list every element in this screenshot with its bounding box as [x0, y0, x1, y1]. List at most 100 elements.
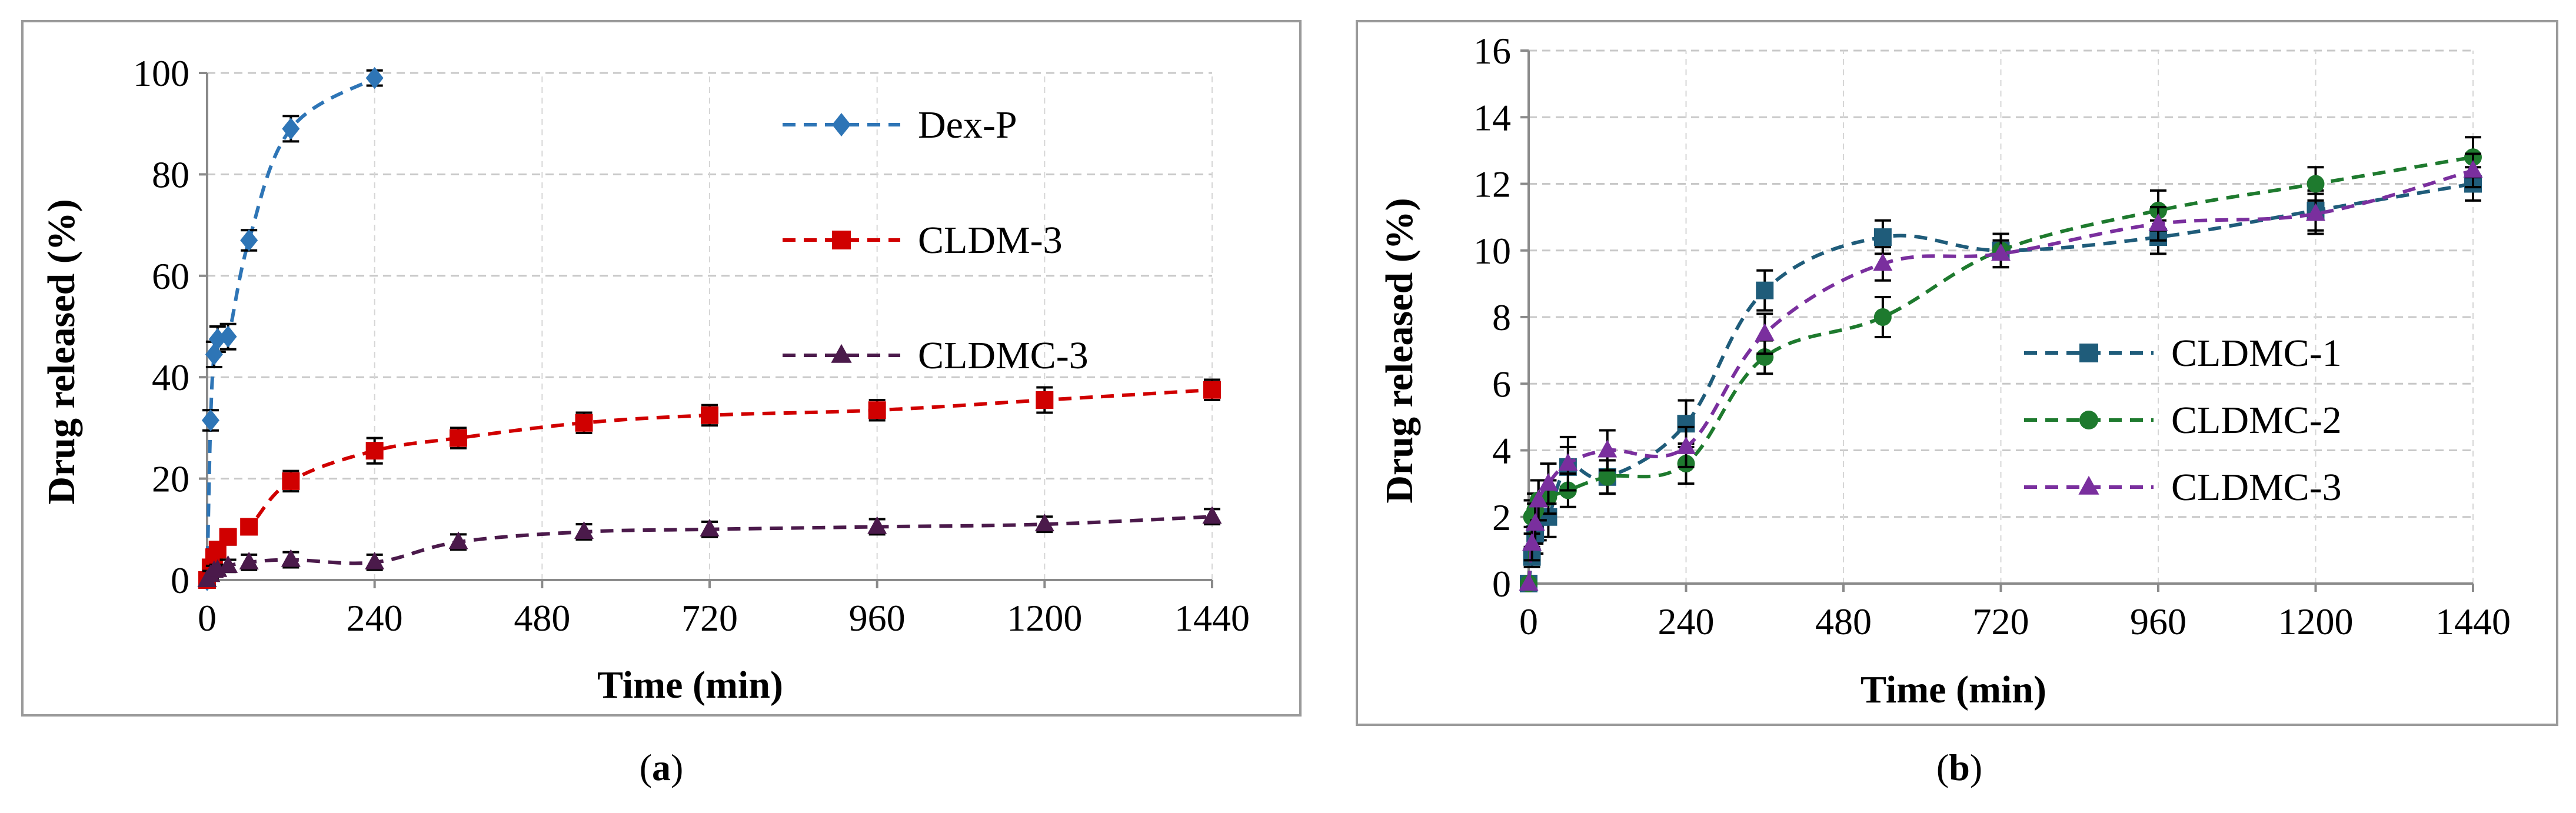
- legend-item-cldmc-1: CLDMC-1: [2024, 332, 2342, 375]
- panel-a-tick-labels: 0 20 40 60 80 100 0 240 480 720 960 1200 1440: [133, 52, 1250, 639]
- data-point-dex-p: [240, 229, 258, 252]
- panel-b-tick-labels: 0 2 4 6 8 10 12 14 16 0 240 480 720 960 1200 1440: [1473, 30, 2511, 642]
- data-point-cldmc-3: [218, 555, 238, 573]
- data-point-cldmc-3: [1522, 533, 1542, 551]
- data-point-cldmc-3: [2463, 159, 2483, 178]
- panel-b-legend: CLDMC-1 CLDMC-2 CLDMC-3: [2024, 332, 2342, 509]
- panel-a-axes: [199, 72, 1213, 588]
- y-tick-label: 14: [1473, 96, 1511, 138]
- data-point-cldmc-3: [1676, 436, 1696, 454]
- x-tick-label: 480: [1815, 601, 1872, 642]
- panel-b-y-axis-label: Drug released (%): [1378, 198, 1421, 503]
- y-tick-label: 100: [133, 52, 189, 94]
- data-point-cldmc-3: [574, 521, 594, 539]
- data-point-cldmc-3: [1873, 253, 1893, 271]
- data-point-cldm-3: [1203, 381, 1221, 399]
- legend-marker: [832, 113, 851, 136]
- data-point-cldmc-3: [448, 531, 468, 549]
- panel-b-series: [1519, 136, 2483, 592]
- x-tick-label: 720: [681, 597, 738, 639]
- panel-b: 0 2 4 6 8 10 12 14 16 0 240 480 720 960 1200 1440 Time …: [1356, 20, 2558, 726]
- panel-a-caption-letter: a: [652, 747, 671, 788]
- panel-b-caption: (b): [1936, 747, 1982, 788]
- panel-a-y-axis-label: Drug released (%): [40, 199, 83, 504]
- data-point-cldmc-3: [365, 551, 385, 569]
- data-point-cldmc-3: [1538, 473, 1558, 491]
- data-point-cldmc-3: [1202, 506, 1222, 524]
- series-cldmc-3: [1519, 152, 2483, 591]
- data-point-cldmc-2: [1873, 308, 1892, 326]
- legend-label: CLDMC-3: [2171, 466, 2342, 509]
- data-point-cldmc-3: [1991, 243, 2011, 261]
- data-point-cldm-3: [219, 528, 237, 546]
- x-tick-label: 480: [514, 597, 570, 639]
- x-tick-label: 240: [1658, 601, 1715, 642]
- legend-label: Dex-P: [918, 104, 1017, 146]
- data-point-cldm-3: [575, 414, 593, 432]
- legend-marker: [832, 231, 851, 249]
- x-tick-label: 0: [198, 597, 217, 639]
- x-tick-label: 0: [1519, 601, 1538, 642]
- x-tick-label: 240: [347, 597, 403, 639]
- data-point-cldmc-3: [867, 516, 887, 534]
- series-cldmc-3: [197, 506, 1222, 587]
- y-tick-label: 12: [1473, 164, 1511, 205]
- legend-marker: [2079, 411, 2098, 429]
- legend-item-cldmc-3: CLDMC-3: [2024, 466, 2342, 509]
- data-point-cldm-3: [701, 406, 718, 424]
- data-point-cldmc-1: [1756, 281, 1774, 299]
- data-point-cldmc-3: [700, 518, 720, 537]
- y-tick-label: 60: [152, 255, 189, 297]
- x-tick-label: 960: [849, 597, 906, 639]
- data-point-cldmc-1: [1873, 228, 1892, 246]
- data-point-dex-p: [282, 118, 300, 140]
- legend-label: CLDMC-2: [2171, 399, 2342, 442]
- y-tick-label: 4: [1492, 430, 1511, 472]
- panel-a-caption: (a): [640, 747, 684, 788]
- legend-marker: [831, 344, 852, 363]
- x-tick-label: 960: [2130, 601, 2186, 642]
- data-point-cldmc-3: [281, 549, 301, 567]
- data-point-cldmc-3: [239, 551, 259, 569]
- legend-marker: [2078, 475, 2099, 495]
- data-point-cldmc-3: [1525, 513, 1545, 531]
- data-point-cldmc-3: [1755, 323, 1775, 341]
- legend-label: CLDM-3: [918, 219, 1063, 262]
- data-point-dex-p: [201, 409, 219, 432]
- y-tick-label: 8: [1492, 296, 1511, 338]
- data-point-dex-p: [219, 325, 237, 348]
- legend-item-cldmc-2: CLDMC-2: [2024, 399, 2342, 442]
- legend-item-cldm-3: CLDM-3: [783, 219, 1063, 262]
- x-tick-label: 1200: [2278, 601, 2354, 642]
- legend-item-dex-p: Dex-P: [783, 104, 1017, 146]
- data-point-cldmc-2: [1598, 468, 1616, 486]
- panel-a-legend: Dex-P CLDM-3 CLDMC-3: [783, 104, 1089, 377]
- legend-label: CLDMC-1: [2171, 332, 2342, 375]
- data-point-cldmc-3: [1558, 453, 1578, 471]
- data-point-cldmc-3: [1529, 489, 1549, 508]
- y-tick-label: 2: [1492, 497, 1511, 538]
- data-point-cldm-3: [240, 518, 258, 536]
- data-point-cldmc-2: [2307, 175, 2325, 193]
- legend-marker: [2079, 344, 2098, 362]
- data-point-dex-p: [365, 66, 384, 89]
- data-point-cldm-3: [1036, 391, 1054, 409]
- x-tick-label: 1200: [1007, 597, 1082, 639]
- data-point-cldm-3: [365, 442, 384, 460]
- panel-a-frame: [21, 20, 1302, 717]
- panel-b-caption-letter: b: [1949, 747, 1970, 788]
- x-tick-label: 1440: [2435, 601, 2511, 642]
- y-tick-label: 80: [152, 154, 189, 195]
- data-point-cldmc-3: [1597, 439, 1618, 458]
- x-tick-label: 720: [1973, 601, 2029, 642]
- data-point-cldm-3: [450, 429, 467, 447]
- legend-item-cldmc-3: CLDMC-3: [783, 334, 1089, 377]
- panel-a-series: [197, 66, 1222, 591]
- panel-a-x-axis-label: Time (min): [597, 664, 783, 707]
- panel-b-frame: [1356, 20, 2558, 726]
- data-point-cldm-3: [868, 401, 886, 419]
- y-tick-label: 10: [1473, 230, 1511, 272]
- legend-label: CLDMC-3: [918, 334, 1089, 377]
- y-tick-label: 20: [152, 458, 189, 500]
